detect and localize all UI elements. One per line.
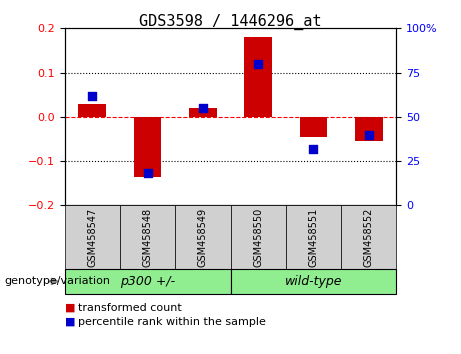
Point xyxy=(254,61,262,67)
Text: ■: ■ xyxy=(65,317,75,327)
Point xyxy=(89,93,96,98)
Bar xyxy=(300,117,327,137)
Text: GSM458548: GSM458548 xyxy=(142,207,153,267)
Text: percentile rank within the sample: percentile rank within the sample xyxy=(78,317,266,327)
Bar xyxy=(244,37,272,117)
Text: GSM458547: GSM458547 xyxy=(87,207,97,267)
Text: p300 +/-: p300 +/- xyxy=(120,275,175,288)
Text: GSM458550: GSM458550 xyxy=(253,207,263,267)
Point xyxy=(199,105,207,111)
Point xyxy=(144,171,151,176)
Text: genotype/variation: genotype/variation xyxy=(5,276,111,286)
Bar xyxy=(78,104,106,117)
Bar xyxy=(134,117,161,177)
Point xyxy=(365,132,372,137)
Bar xyxy=(189,108,217,117)
Text: GDS3598 / 1446296_at: GDS3598 / 1446296_at xyxy=(139,14,322,30)
Text: ■: ■ xyxy=(65,303,75,313)
Text: wild-type: wild-type xyxy=(285,275,342,288)
Text: GSM458552: GSM458552 xyxy=(364,207,374,267)
Text: transformed count: transformed count xyxy=(78,303,182,313)
Text: GSM458549: GSM458549 xyxy=(198,207,208,267)
Point xyxy=(310,146,317,152)
Bar xyxy=(355,117,383,141)
Text: GSM458551: GSM458551 xyxy=(308,207,319,267)
